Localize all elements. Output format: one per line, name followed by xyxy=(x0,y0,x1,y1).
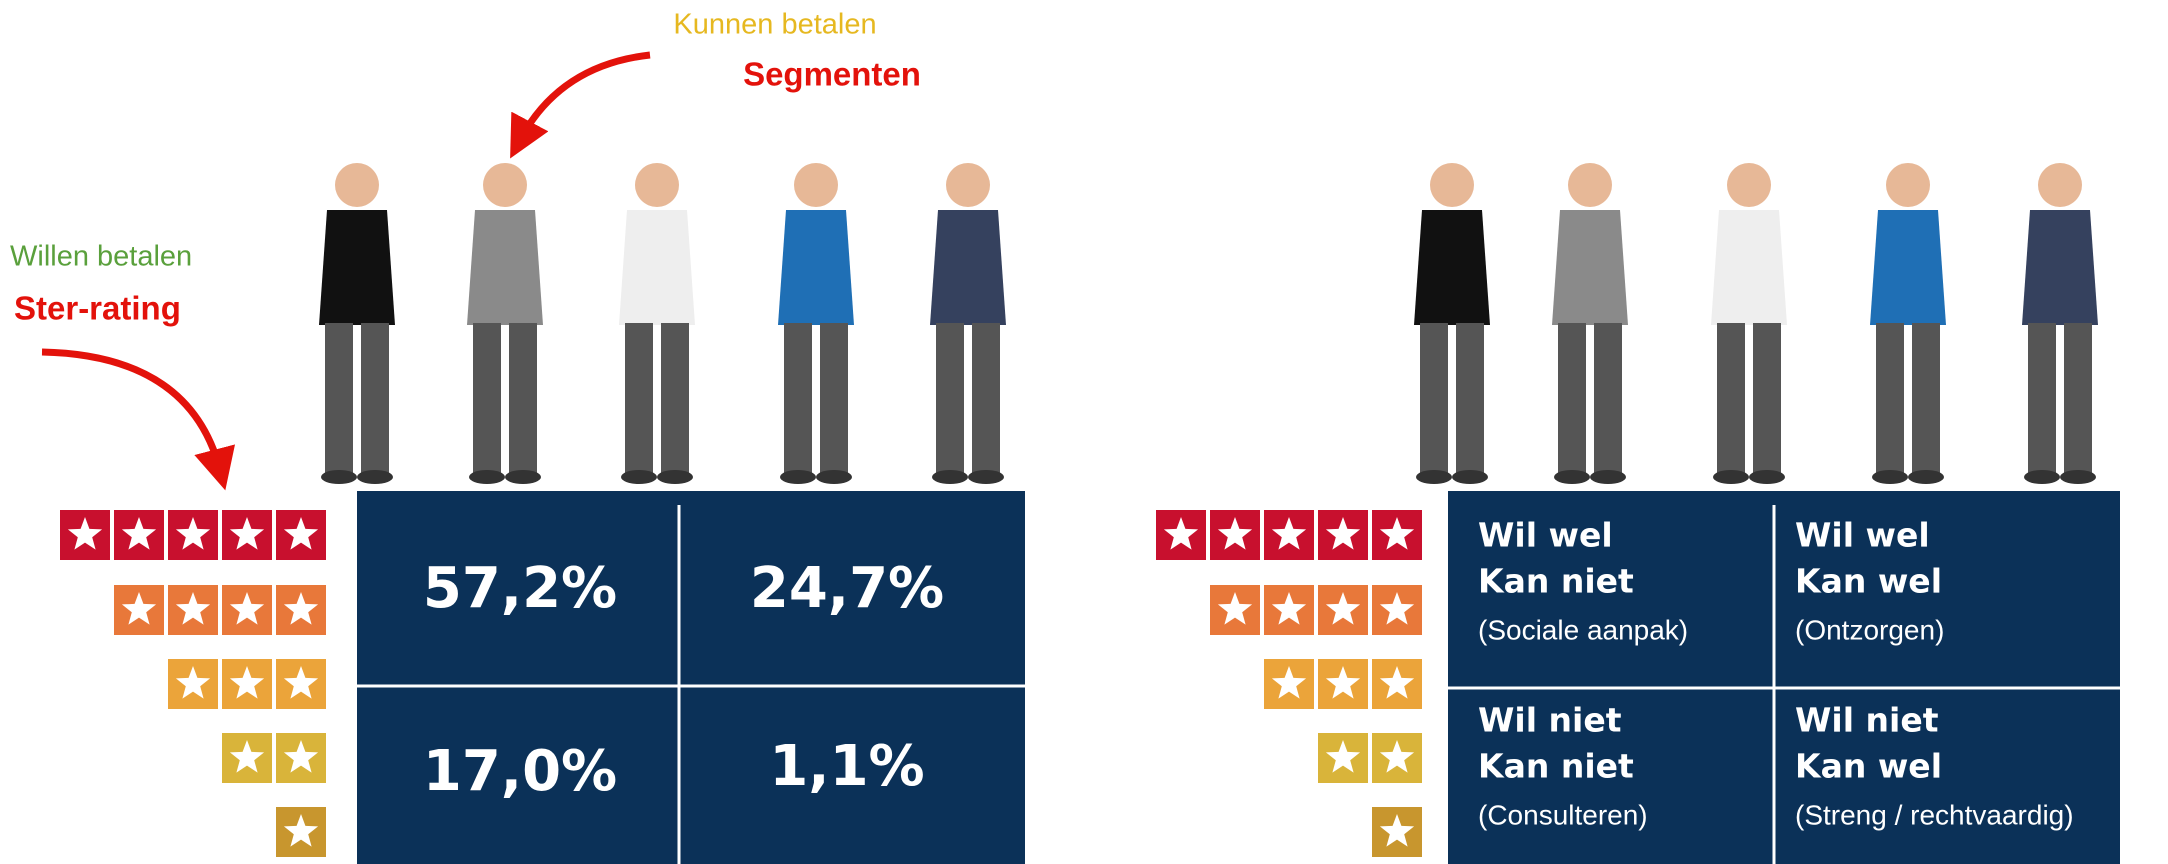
cell-line: Kan wel xyxy=(1795,562,1942,601)
star xyxy=(229,666,265,699)
star xyxy=(1217,592,1253,625)
cell-line: Kan wel xyxy=(1795,747,1942,786)
star xyxy=(1325,592,1361,625)
star xyxy=(121,517,157,550)
cell-note: (Streng / rechtvaardig) xyxy=(1795,799,2074,830)
star xyxy=(1271,517,1307,550)
star xyxy=(283,666,319,699)
star xyxy=(1325,666,1361,699)
star xyxy=(283,517,319,550)
person xyxy=(1414,163,1490,484)
cell-note: (Sociale aanpak) xyxy=(1478,614,1688,645)
arrow xyxy=(41,348,236,491)
side-title: Ster-rating xyxy=(14,290,181,327)
person xyxy=(778,163,854,484)
star xyxy=(175,666,211,699)
star xyxy=(1271,666,1307,699)
star xyxy=(229,592,265,625)
person xyxy=(930,163,1006,484)
star xyxy=(175,517,211,550)
star xyxy=(1325,517,1361,550)
cell-line: Wil wel xyxy=(1795,516,1930,555)
person xyxy=(467,163,543,484)
cell-note: (Consulteren) xyxy=(1478,799,1648,830)
side-label: Willen betalen xyxy=(10,241,192,273)
cell-line: Wil wel xyxy=(1478,516,1613,555)
star xyxy=(283,740,319,773)
person xyxy=(1711,163,1787,484)
cell-value: 24,7% xyxy=(750,556,944,621)
matrix xyxy=(1448,491,2120,864)
star xyxy=(229,517,265,550)
star xyxy=(283,814,319,847)
star xyxy=(1271,592,1307,625)
cell-value: 17,0% xyxy=(423,739,617,804)
star xyxy=(175,592,211,625)
star xyxy=(1217,517,1253,550)
star xyxy=(1325,740,1361,773)
person xyxy=(619,163,695,484)
star xyxy=(1379,740,1415,773)
cell-note: (Ontzorgen) xyxy=(1795,614,1944,645)
star xyxy=(121,592,157,625)
person xyxy=(1552,163,1628,484)
cell-line: Wil niet xyxy=(1478,701,1622,740)
cell-value: 57,2% xyxy=(423,556,617,621)
cell-line: Kan niet xyxy=(1478,747,1634,786)
star xyxy=(283,592,319,625)
cell-value: 1,1% xyxy=(769,734,924,799)
top-label: Kunnen betalen xyxy=(673,9,876,41)
star-ratings xyxy=(60,510,1422,857)
person xyxy=(2022,163,2098,484)
star xyxy=(67,517,103,550)
cell-line: Kan niet xyxy=(1478,562,1634,601)
people xyxy=(319,163,2098,484)
star xyxy=(1379,814,1415,847)
arrow xyxy=(510,51,651,159)
star xyxy=(1379,666,1415,699)
matrix xyxy=(357,491,1025,864)
cell-line: Wil niet xyxy=(1795,701,1939,740)
person xyxy=(1870,163,1946,484)
star xyxy=(1163,517,1199,550)
person xyxy=(319,163,395,484)
star xyxy=(1379,592,1415,625)
star xyxy=(229,740,265,773)
top-title: Segmenten xyxy=(743,56,921,93)
star xyxy=(1379,517,1415,550)
